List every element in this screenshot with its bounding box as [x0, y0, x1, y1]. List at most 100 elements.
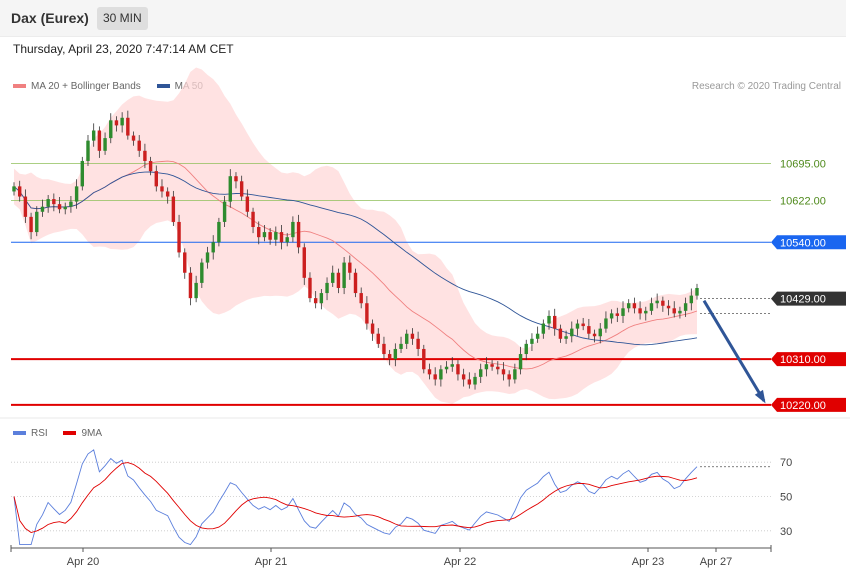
- candle-body: [553, 315, 557, 329]
- candle: [370, 319, 375, 341]
- candle: [194, 275, 198, 303]
- candle: [217, 217, 221, 247]
- candle: [484, 357, 489, 377]
- candle-body: [29, 216, 33, 233]
- candle: [262, 224, 267, 242]
- candle: [279, 224, 284, 250]
- candle-body: [695, 287, 699, 296]
- candle: [365, 296, 369, 330]
- candle-body: [507, 374, 511, 380]
- candle-body: [450, 364, 454, 367]
- candle: [69, 196, 73, 213]
- candle-body: [165, 191, 170, 197]
- level-label: 10540.00: [780, 237, 826, 249]
- candle: [427, 363, 432, 380]
- candle-body: [479, 369, 483, 377]
- candle-body: [467, 379, 472, 385]
- candle-body: [228, 176, 232, 202]
- candle: [46, 195, 50, 213]
- candle: [376, 328, 380, 348]
- candle: [444, 361, 449, 374]
- candle: [80, 156, 85, 191]
- candle-body: [570, 328, 574, 337]
- candle: [348, 255, 352, 280]
- candle-body: [12, 186, 16, 192]
- candle-body: [649, 303, 654, 311]
- candle: [205, 246, 210, 269]
- candle-body: [359, 293, 363, 304]
- candle: [126, 110, 130, 140]
- candle: [695, 283, 699, 300]
- instrument-title: Dax (Eurex): [11, 10, 89, 26]
- candle: [188, 267, 193, 306]
- candle: [239, 175, 244, 201]
- candle-body: [427, 369, 432, 375]
- candle-body: [177, 221, 181, 253]
- candle-body: [530, 338, 534, 344]
- candle-body: [234, 176, 238, 182]
- candle-body: [296, 221, 301, 248]
- candle: [473, 372, 477, 390]
- candle-body: [245, 196, 250, 212]
- candle: [649, 297, 654, 315]
- candle: [342, 256, 346, 295]
- candle: [160, 179, 164, 198]
- candle-body: [382, 343, 386, 355]
- candle: [97, 126, 102, 158]
- candle-body: [200, 262, 204, 283]
- candle-body: [376, 333, 380, 344]
- header-bar: Dax (Eurex) 30 MIN: [0, 0, 846, 37]
- candle: [592, 329, 597, 343]
- candle: [683, 297, 688, 317]
- candle-body: [194, 282, 198, 299]
- candle: [387, 349, 392, 366]
- candle: [461, 368, 466, 387]
- candle: [399, 336, 403, 354]
- candle-body: [399, 343, 403, 349]
- candle: [553, 308, 557, 336]
- candle-body: [74, 186, 79, 202]
- candle-body: [52, 199, 56, 205]
- candle: [490, 360, 494, 371]
- candle-body: [336, 272, 341, 288]
- candle: [319, 289, 324, 310]
- candle-body: [40, 206, 45, 212]
- candle-body: [638, 308, 642, 314]
- candle-body: [461, 374, 466, 380]
- candle-body: [387, 354, 392, 360]
- candle: [598, 323, 602, 344]
- candle: [154, 165, 158, 192]
- timeframe-badge[interactable]: 30 MIN: [97, 7, 148, 30]
- candle-body: [632, 303, 637, 309]
- candle: [251, 207, 255, 234]
- candle: [257, 221, 261, 245]
- candle-body: [422, 348, 426, 370]
- candle-body: [126, 117, 130, 136]
- candle: [40, 199, 45, 217]
- candle: [35, 206, 39, 237]
- candle: [689, 288, 694, 311]
- rsi-line: [13, 449, 698, 546]
- candle: [336, 268, 341, 294]
- x-tick-label: Apr 27: [700, 556, 732, 568]
- candle-body: [564, 336, 568, 339]
- candle-body: [97, 130, 102, 151]
- candle: [91, 123, 96, 147]
- candle: [513, 363, 517, 384]
- candle: [575, 319, 580, 336]
- candle-body: [592, 333, 597, 337]
- candle: [496, 361, 500, 375]
- level-label: 10310.00: [780, 354, 826, 366]
- rsi-tick-label: 50: [780, 492, 792, 504]
- candle-body: [661, 300, 665, 306]
- candle: [228, 169, 232, 208]
- timestamp: Thursday, April 23, 2020 7:47:14 AM CET: [13, 42, 234, 56]
- candle-body: [393, 348, 398, 360]
- candle-body: [513, 369, 517, 380]
- candle: [268, 228, 272, 245]
- level-label: 10622.00: [780, 196, 826, 208]
- candle: [541, 319, 546, 339]
- level-label-box: 10220.00: [771, 397, 846, 412]
- candle: [177, 214, 181, 258]
- candle: [382, 336, 386, 360]
